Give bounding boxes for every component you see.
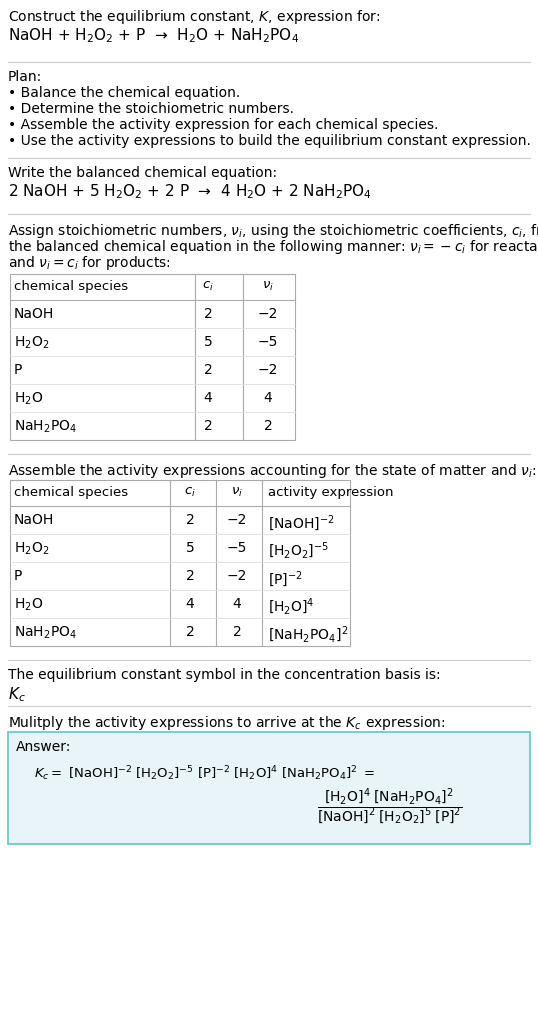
Text: 2 NaOH + 5 H$_2$O$_2$ + 2 P  →  4 H$_2$O + 2 NaH$_2$PO$_4$: 2 NaOH + 5 H$_2$O$_2$ + 2 P → 4 H$_2$O +…	[8, 182, 372, 201]
Text: the balanced chemical equation in the following manner: $\nu_i = -c_i$ for react: the balanced chemical equation in the fo…	[8, 238, 538, 256]
Text: Answer:: Answer:	[16, 740, 72, 753]
Text: NaH$_2$PO$_4$: NaH$_2$PO$_4$	[14, 625, 77, 641]
Text: [NaH$_2$PO$_4$]$^{2}$: [NaH$_2$PO$_4$]$^{2}$	[268, 625, 348, 645]
Text: $\nu_i$: $\nu_i$	[262, 280, 274, 293]
Text: H$_2$O$_2$: H$_2$O$_2$	[14, 335, 49, 351]
Text: [H$_2$O$_2$]$^{-5}$: [H$_2$O$_2$]$^{-5}$	[268, 541, 329, 562]
Text: $c_i$: $c_i$	[202, 280, 214, 293]
Text: Assemble the activity expressions accounting for the state of matter and $\nu_i$: Assemble the activity expressions accoun…	[8, 461, 536, 480]
Text: 2: 2	[203, 307, 213, 321]
Text: $K_c = $ [NaOH]$^{-2}$ [H$_2$O$_2$]$^{-5}$ [P]$^{-2}$ [H$_2$O]$^{4}$ [NaH$_2$PO$: $K_c = $ [NaOH]$^{-2}$ [H$_2$O$_2$]$^{-5…	[34, 764, 376, 783]
Text: Assign stoichiometric numbers, $\nu_i$, using the stoichiometric coefficients, $: Assign stoichiometric numbers, $\nu_i$, …	[8, 222, 538, 240]
Text: • Assemble the activity expression for each chemical species.: • Assemble the activity expression for e…	[8, 118, 438, 132]
Text: 2: 2	[203, 363, 213, 377]
Text: $c_i$: $c_i$	[184, 486, 196, 499]
Text: $\dfrac{[\mathrm{H_2O}]^4\;[\mathrm{NaH_2PO_4}]^2}{[\mathrm{NaOH}]^2\;[\mathrm{H: $\dfrac{[\mathrm{H_2O}]^4\;[\mathrm{NaH_…	[317, 787, 463, 827]
Text: The equilibrium constant symbol in the concentration basis is:: The equilibrium constant symbol in the c…	[8, 668, 441, 682]
Text: 4: 4	[186, 597, 194, 611]
Text: [H$_2$O]$^{4}$: [H$_2$O]$^{4}$	[268, 597, 314, 618]
Text: −5: −5	[258, 335, 278, 349]
Text: • Use the activity expressions to build the equilibrium constant expression.: • Use the activity expressions to build …	[8, 134, 531, 148]
Text: NaOH + H$_2$O$_2$ + P  →  H$_2$O + NaH$_2$PO$_4$: NaOH + H$_2$O$_2$ + P → H$_2$O + NaH$_2$…	[8, 26, 299, 45]
Text: P: P	[14, 569, 23, 583]
Text: chemical species: chemical species	[14, 486, 128, 499]
Bar	[8, 732, 530, 844]
Text: • Balance the chemical equation.: • Balance the chemical equation.	[8, 86, 240, 100]
Text: NaH$_2$PO$_4$: NaH$_2$PO$_4$	[14, 419, 77, 435]
Text: 5: 5	[186, 541, 194, 555]
Text: chemical species: chemical species	[14, 280, 128, 293]
Text: 2: 2	[264, 419, 272, 433]
Text: Write the balanced chemical equation:: Write the balanced chemical equation:	[8, 166, 277, 180]
Text: and $\nu_i = c_i$ for products:: and $\nu_i = c_i$ for products:	[8, 254, 171, 272]
Text: H$_2$O: H$_2$O	[14, 597, 43, 614]
Bar	[10, 480, 350, 646]
Text: 5: 5	[203, 335, 213, 349]
Text: $K_c$: $K_c$	[8, 685, 26, 703]
Text: 2: 2	[203, 419, 213, 433]
Text: $\nu_i$: $\nu_i$	[231, 486, 243, 499]
Bar	[10, 274, 295, 440]
Text: 2: 2	[232, 625, 242, 639]
Text: 2: 2	[186, 569, 194, 583]
Text: 4: 4	[203, 391, 213, 405]
Text: 4: 4	[232, 597, 242, 611]
Text: H$_2$O: H$_2$O	[14, 391, 43, 407]
Text: [NaOH]$^{-2}$: [NaOH]$^{-2}$	[268, 513, 335, 533]
Text: NaOH: NaOH	[14, 307, 54, 321]
Text: NaOH: NaOH	[14, 513, 54, 527]
Text: 2: 2	[186, 625, 194, 639]
Text: 2: 2	[186, 513, 194, 527]
Text: −2: −2	[227, 513, 247, 527]
Text: −2: −2	[258, 363, 278, 377]
Text: • Determine the stoichiometric numbers.: • Determine the stoichiometric numbers.	[8, 102, 294, 116]
Text: Construct the equilibrium constant, $K$, expression for:: Construct the equilibrium constant, $K$,…	[8, 8, 380, 26]
Text: P: P	[14, 363, 23, 377]
Text: Mulitply the activity expressions to arrive at the $K_c$ expression:: Mulitply the activity expressions to arr…	[8, 714, 445, 732]
Text: H$_2$O$_2$: H$_2$O$_2$	[14, 541, 49, 557]
Text: −5: −5	[227, 541, 247, 555]
Text: Plan:: Plan:	[8, 70, 43, 84]
Text: −2: −2	[258, 307, 278, 321]
Text: 4: 4	[264, 391, 272, 405]
Text: −2: −2	[227, 569, 247, 583]
Text: activity expression: activity expression	[268, 486, 393, 499]
Text: [P]$^{-2}$: [P]$^{-2}$	[268, 569, 303, 589]
